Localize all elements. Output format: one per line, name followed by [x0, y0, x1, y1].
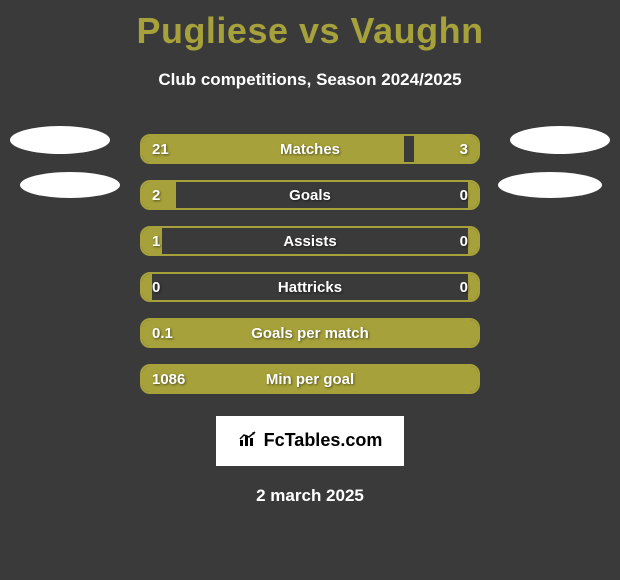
stat-row: 20Goals — [140, 180, 480, 210]
subtitle: Club competitions, Season 2024/2025 — [0, 70, 620, 90]
stat-label: Assists — [142, 228, 478, 254]
stat-row: 1086Min per goal — [140, 364, 480, 394]
avatar-placeholder — [20, 172, 120, 198]
stat-bars: 213Matches 20Goals 10Assists 00Hattricks 0.1… — [140, 134, 480, 394]
avatar-placeholder — [510, 126, 610, 154]
stat-row: 00Hattricks — [140, 272, 480, 302]
chart-icon — [238, 431, 258, 452]
stat-label: Matches — [142, 136, 478, 162]
avatar-placeholder — [498, 172, 602, 198]
avatar-placeholder — [10, 126, 110, 154]
logo-text: FcTables.com — [264, 430, 383, 450]
page-title: Pugliese vs Vaughn — [0, 10, 620, 52]
content-area: 213Matches 20Goals 10Assists 00Hattricks 0.1… — [0, 134, 620, 506]
comparison-card: Pugliese vs Vaughn Club competitions, Se… — [0, 0, 620, 506]
date-label: 2 march 2025 — [0, 486, 620, 506]
source-logo: FcTables.com — [216, 416, 405, 466]
stat-row: 10Assists — [140, 226, 480, 256]
stat-label: Hattricks — [142, 274, 478, 300]
stat-label: Min per goal — [142, 366, 478, 392]
stat-label: Goals per match — [142, 320, 478, 346]
stat-row: 213Matches — [140, 134, 480, 164]
stat-label: Goals — [142, 182, 478, 208]
stat-row: 0.1Goals per match — [140, 318, 480, 348]
